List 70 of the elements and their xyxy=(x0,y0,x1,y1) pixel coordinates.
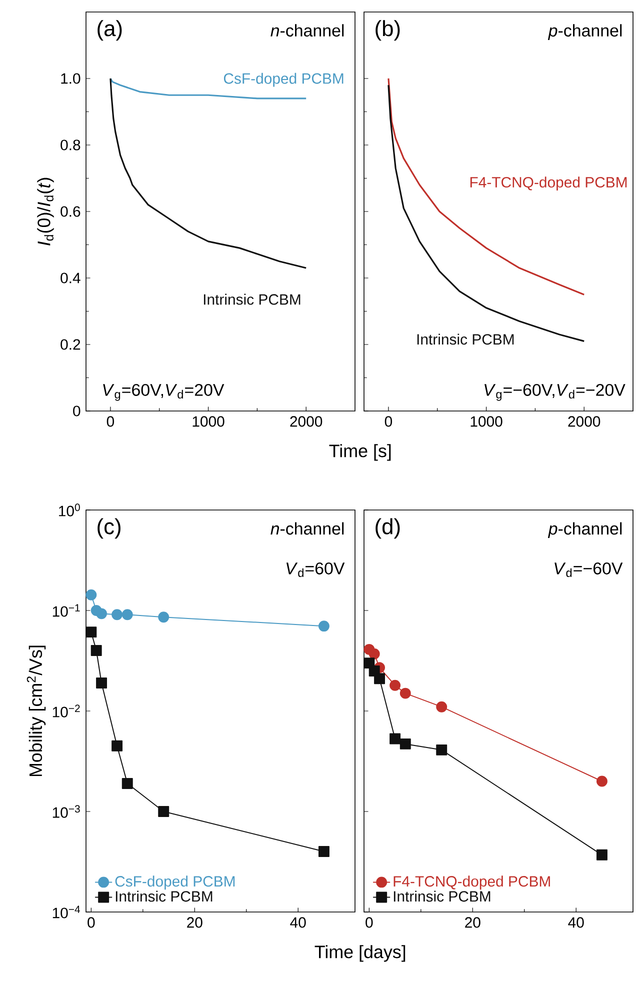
x-tick-label: 2000 xyxy=(290,416,322,427)
y-tick-label: 0 xyxy=(73,406,80,416)
x-axis-title: Time [s] xyxy=(329,444,391,461)
x-tick-label: 0 xyxy=(106,416,114,427)
point xyxy=(596,776,608,787)
point xyxy=(122,778,133,789)
point xyxy=(390,680,401,691)
y-tick-label: 0.4 xyxy=(60,272,80,284)
point xyxy=(318,846,330,857)
x-tick-label: 20 xyxy=(187,917,202,928)
text: F4-TCNQ-doped PCBM xyxy=(470,176,627,191)
legend-label: F4-TCNQ-doped PCBM xyxy=(394,876,550,890)
annotation: (b) xyxy=(376,20,400,41)
y-tick-label: 10$^{0}$ xyxy=(59,504,80,516)
point xyxy=(400,688,411,699)
point xyxy=(436,701,448,712)
y-axis-title: Mobility [cm$^{2}$/Vs] xyxy=(26,646,46,776)
y-tick-label: 1.0 xyxy=(61,73,80,84)
legend-label: Intrinsic PCBM xyxy=(116,890,212,902)
x-tick-label: 0 xyxy=(366,917,373,928)
y-tick-label: 0.6 xyxy=(60,206,80,217)
annotation: (c) xyxy=(98,518,120,539)
annotation: n-channel xyxy=(270,24,344,37)
annotation: p-channel xyxy=(548,522,622,538)
annotation: (a) xyxy=(98,20,122,41)
point xyxy=(436,744,448,756)
legend-label: CsF-doped PCBM xyxy=(115,876,235,890)
annotation: (d) xyxy=(376,518,400,539)
point xyxy=(374,673,386,684)
annotation: n-channel xyxy=(270,522,344,535)
series-label: Intrinsic PCBM xyxy=(204,294,300,305)
point xyxy=(86,589,97,600)
point xyxy=(400,738,411,750)
y-tick-label: 10$^{−4}$ xyxy=(52,906,80,918)
annotation: V$_{g}$=60V,V$_{d}$=20V xyxy=(103,384,224,401)
legend-label: Intrinsic PCBM xyxy=(394,890,490,902)
point xyxy=(112,740,123,752)
point xyxy=(90,645,102,656)
series-label: CsF-doped PCBM xyxy=(224,72,344,87)
point xyxy=(96,678,107,688)
y-tick-label: 0.8 xyxy=(60,140,80,150)
y-axis-title: I$_{d}$(0)/I$_{d}$(t) xyxy=(37,178,54,246)
point xyxy=(368,648,380,660)
point xyxy=(158,612,170,623)
x-tick-label: 40 xyxy=(568,917,584,928)
point xyxy=(596,849,608,860)
series-label: Intrinsic PCBM xyxy=(417,334,514,345)
x-tick-label: 20 xyxy=(465,917,480,928)
x-tick-label: 2000 xyxy=(568,416,600,427)
annotation: V$_{d}$=60V xyxy=(286,562,345,578)
annotation: V$_{d}$=−60V xyxy=(554,562,623,578)
x-tick-label: 1000 xyxy=(192,416,224,427)
annotation: V$_{g}$=−60V,V$_{d}$=−20V xyxy=(484,384,626,401)
point xyxy=(96,608,107,620)
x-tick-label: 0 xyxy=(88,917,95,928)
x-axis-title: Time [days] xyxy=(314,945,406,962)
x-tick-label: 0 xyxy=(384,416,392,427)
point xyxy=(318,620,330,632)
point xyxy=(390,733,401,744)
y-tick-label: 10$^{−1}$ xyxy=(52,604,80,617)
annotation: p-channel xyxy=(548,24,622,40)
point xyxy=(112,609,123,620)
y-tick-label: 10$^{−3}$ xyxy=(52,805,80,818)
point xyxy=(122,609,133,620)
point xyxy=(158,806,170,817)
y-tick-label: 0.2 xyxy=(60,339,80,350)
point xyxy=(86,626,97,638)
y-tick-label: 10$^{−2}$ xyxy=(52,704,80,718)
x-tick-label: 1000 xyxy=(470,416,502,427)
x-tick-label: 40 xyxy=(290,917,306,928)
